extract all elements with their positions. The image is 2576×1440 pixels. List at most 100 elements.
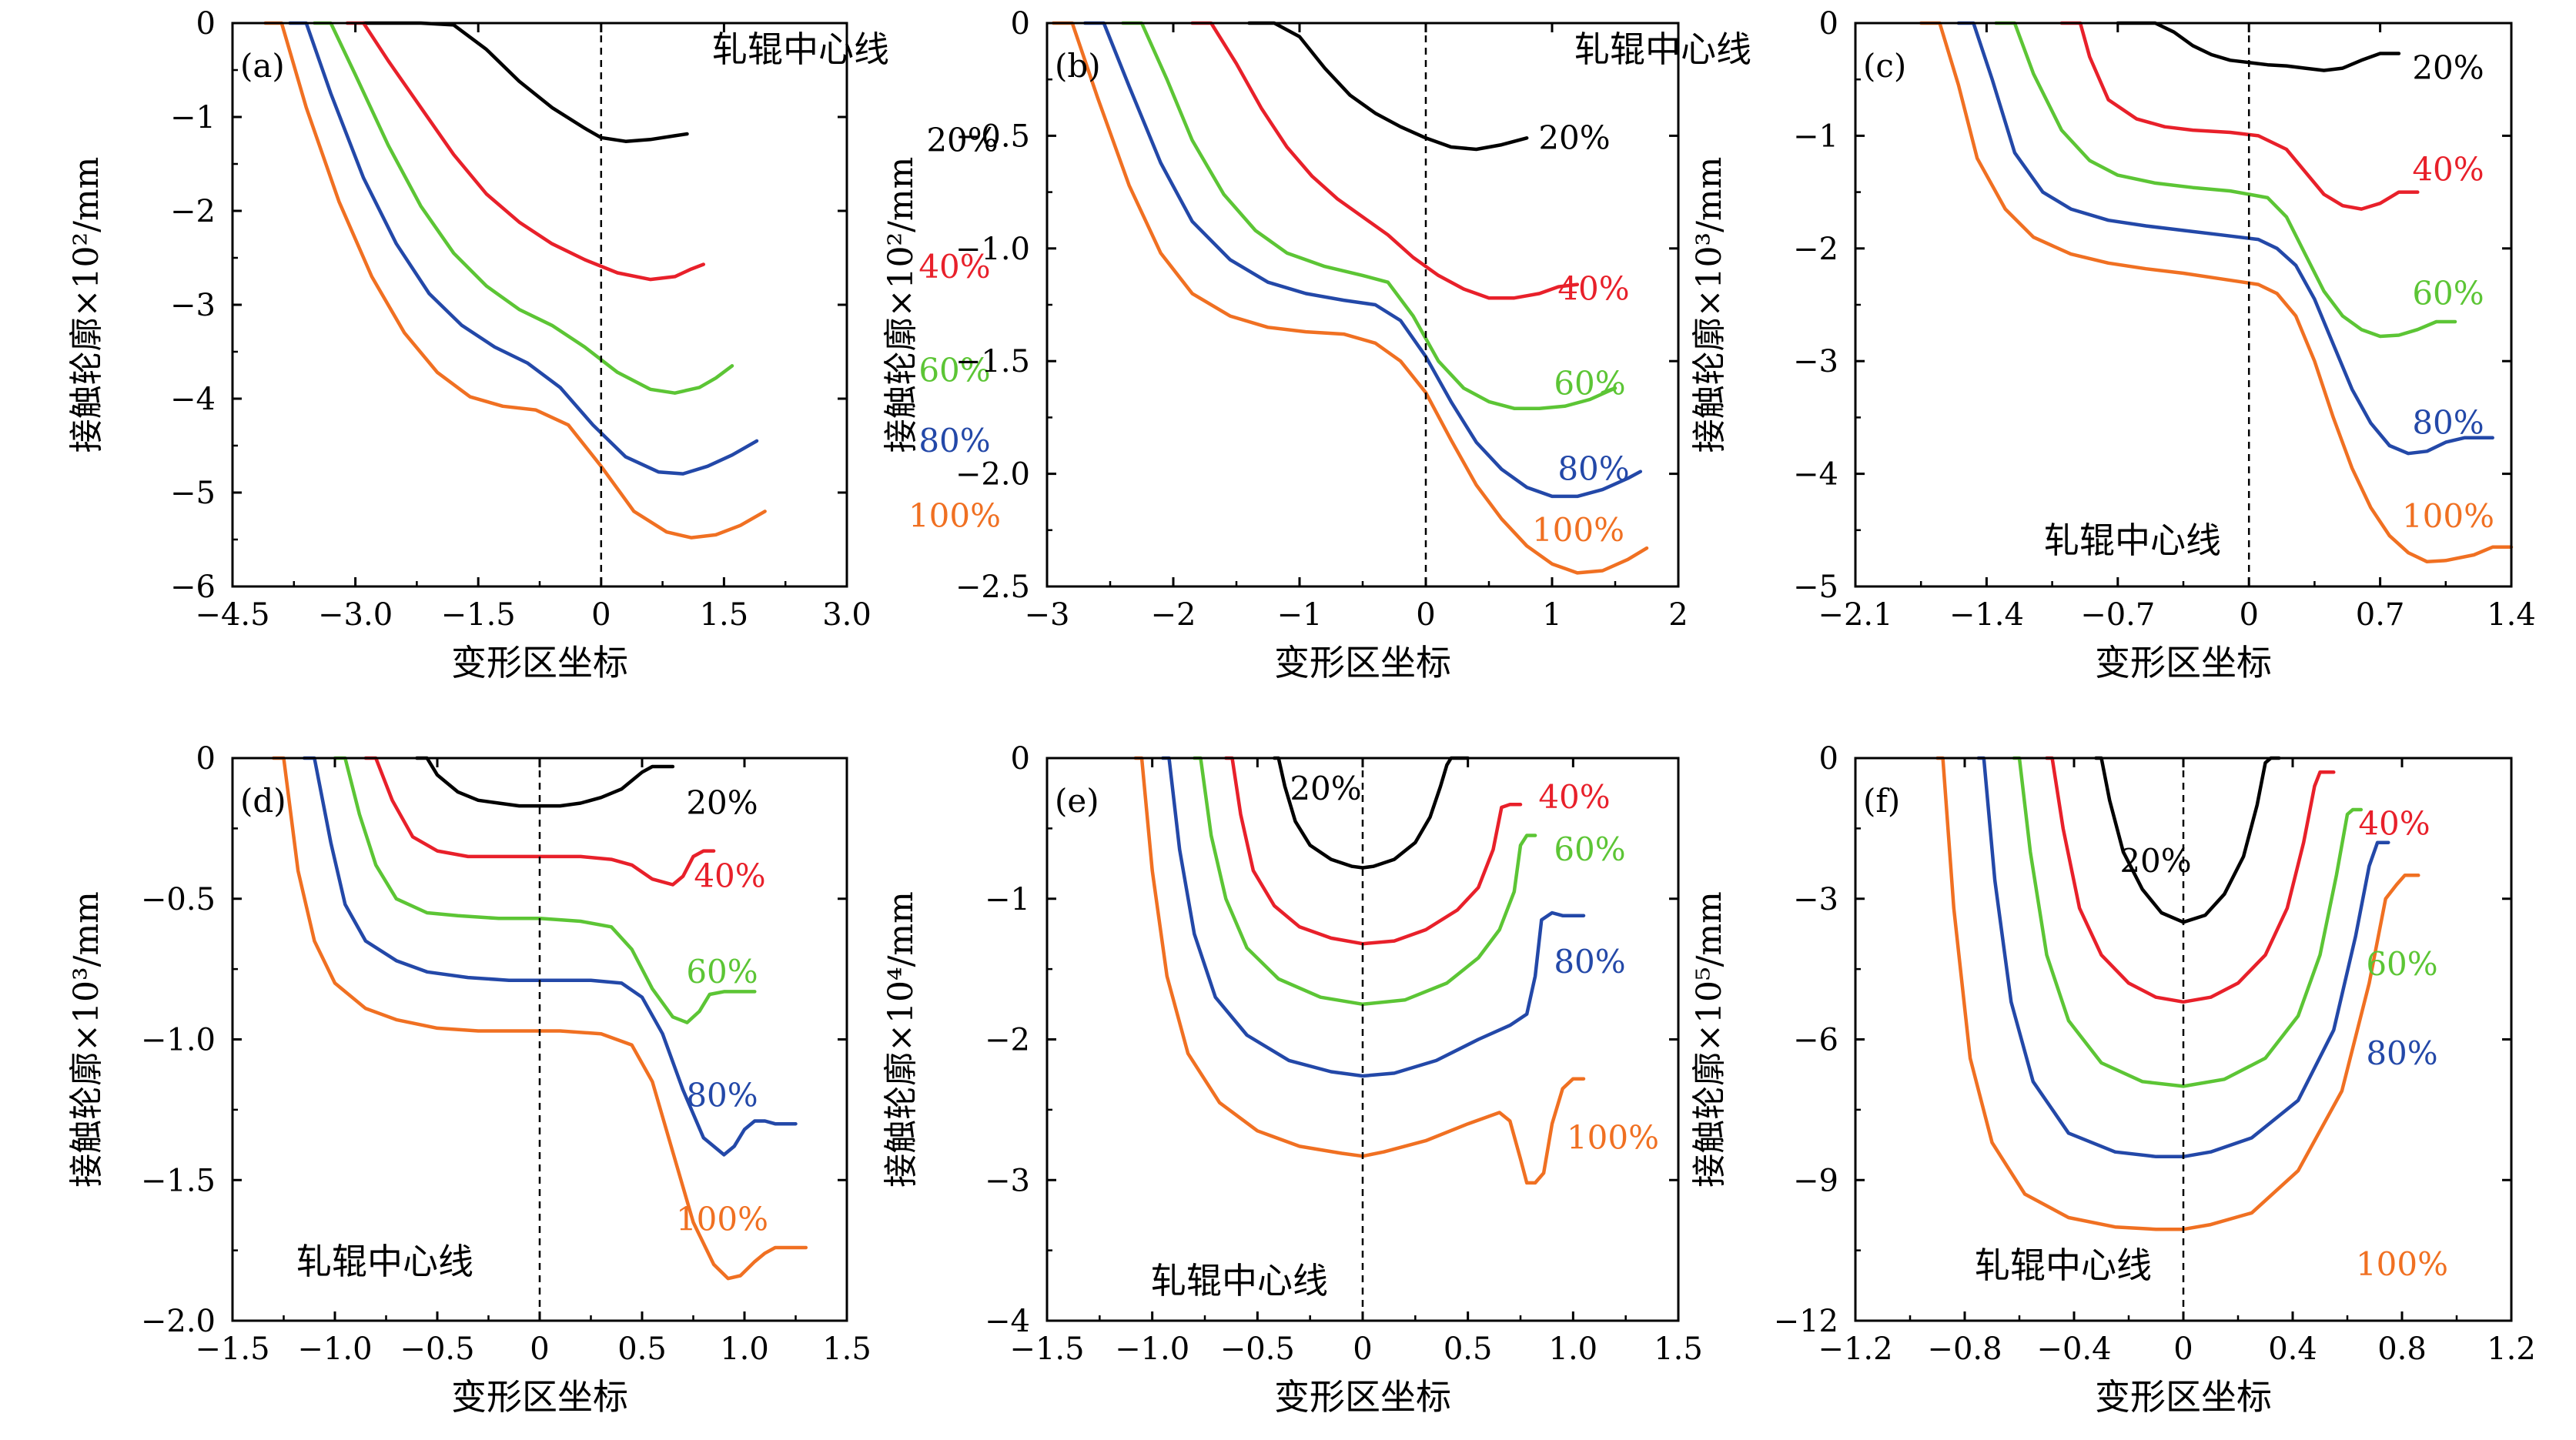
series-label-60pct: 60%: [1554, 364, 1625, 402]
x-axis-label: 变形区坐标: [2095, 1376, 2272, 1418]
y-tick-label: −2.5: [955, 570, 1030, 605]
series-label-60pct: 60%: [686, 953, 758, 991]
y-tick-label: −0.5: [141, 882, 216, 917]
x-tick-label: 0: [1416, 597, 1435, 633]
x-tick-label: 0: [2173, 1331, 2193, 1367]
x-axis-label: 变形区坐标: [1274, 1376, 1451, 1418]
series-line-20pct: [415, 756, 675, 808]
series-line-40pct: [1190, 21, 1580, 300]
x-tick-label: −2.1: [1818, 597, 1892, 633]
y-tick-label: −1.5: [141, 1163, 216, 1198]
y-axis-label: 接触轮廓×10⁴/mm: [882, 891, 921, 1188]
panel-0: −4.5 −3.0 −1.5 0 1.5 3.0 −6 −5 −4 −3 −2 −1 0 (a) 变形区坐标…: [67, 6, 1001, 683]
centerline-label: 轧辊中心线: [2044, 520, 2221, 561]
x-tick-label: −1.4: [1949, 597, 2024, 633]
series-line-60pct: [1994, 21, 2457, 339]
centerline-label: 轧辊中心线: [1574, 28, 1751, 70]
series-line-60pct: [1193, 756, 1537, 1007]
series-label-60pct: 60%: [918, 351, 990, 389]
y-tick-label: −1: [985, 882, 1030, 917]
series-label-40pct: 40%: [694, 857, 765, 895]
y-tick-label: −3: [1793, 882, 1838, 917]
series-label-40pct: 40%: [2358, 804, 2430, 842]
x-axis-label: 变形区坐标: [451, 642, 628, 683]
panel-1: −3 −2 −1 0 1 2 −2.5 −2.0 −1.5 −1.0 −0.5 0 (b) 变形区坐标 接触…: [882, 6, 1751, 683]
centerline-label: 轧辊中心线: [712, 28, 889, 70]
y-tick-label: −3: [170, 288, 216, 323]
x-tick-label: −2: [1151, 597, 1196, 633]
x-tick-label: −3.0: [318, 597, 393, 633]
series-line-80pct: [1956, 21, 2494, 456]
series-label-100pct: 100%: [676, 1200, 768, 1238]
y-tick-label: 0: [1011, 741, 1030, 777]
series-label-60pct: 60%: [2366, 945, 2437, 983]
x-tick-label: 0: [591, 597, 611, 633]
x-tick-label: −1.5: [1009, 1331, 1084, 1367]
series-line-80pct: [1976, 756, 2390, 1159]
x-tick-label: 2: [1668, 597, 1688, 633]
y-tick-label: −2: [1793, 232, 1838, 267]
y-tick-label: −2: [985, 1023, 1030, 1058]
x-tick-label: 1.0: [720, 1331, 769, 1367]
panel-label: (c): [1863, 47, 1906, 85]
series-line-20pct: [1272, 756, 1470, 870]
series-line-40pct: [363, 756, 716, 887]
series-label-80pct: 80%: [2412, 404, 2484, 442]
x-tick-label: 3.0: [822, 597, 871, 633]
x-tick-label: 0.7: [2356, 597, 2405, 633]
y-tick-label: −1.0: [141, 1023, 216, 1058]
series-label-80pct: 80%: [686, 1077, 758, 1114]
series-label-60pct: 60%: [2412, 274, 2484, 312]
centerline-label: 轧辊中心线: [1975, 1245, 2152, 1286]
series-label-20pct: 20%: [686, 783, 758, 821]
y-axis-label: 接触轮廓×10²/mm: [67, 157, 106, 453]
x-tick-label: −0.5: [400, 1331, 474, 1367]
y-axis-label: 接触轮廓×10⁵/mm: [1690, 891, 1729, 1188]
x-tick-label: −1: [1277, 597, 1323, 633]
y-tick-label: −1: [1793, 119, 1838, 154]
panel-2: −2.1 −1.4 −0.7 0 0.7 1.4 −5 −4 −3 −2 −1 0 (c) 变形区坐标 接触…: [1690, 6, 2536, 683]
series-line-20pct: [1247, 21, 1529, 152]
series-line-60pct: [1121, 21, 1618, 410]
series-line-20pct: [2094, 756, 2281, 924]
y-axis-label: 接触轮廓×10²/mm: [882, 157, 921, 453]
panel-4: −1.5 −1.0 −0.5 0 0.5 1.0 1.5 −4 −3 −2 −1 0 (e) 变形区坐标 接…: [882, 741, 1703, 1418]
series-line-100pct: [263, 21, 767, 540]
x-tick-label: 0.4: [2268, 1331, 2317, 1367]
plot-frame: [231, 22, 848, 588]
series-label-40pct: 40%: [1538, 778, 1610, 816]
panel-label: (b): [1055, 47, 1101, 85]
series-line-80pct: [288, 21, 759, 476]
panel-label: (a): [240, 47, 285, 85]
y-tick-label: −2.0: [141, 1304, 216, 1339]
series-label-60pct: 60%: [1554, 830, 1625, 868]
y-tick-label: 0: [1819, 6, 1838, 42]
series-label-20pct: 20%: [2412, 49, 2484, 87]
series-line-20pct: [361, 21, 689, 143]
y-tick-label: −1: [170, 100, 216, 135]
y-tick-label: −0.5: [955, 119, 1030, 154]
centerline-label: 轧辊中心线: [1151, 1260, 1328, 1301]
x-tick-label: 0: [530, 1331, 549, 1367]
y-tick-label: 0: [196, 741, 216, 777]
y-tick-label: −2.0: [955, 457, 1030, 493]
series-label-100pct: 100%: [1532, 511, 1624, 549]
series-label-80pct: 80%: [1557, 450, 1629, 488]
x-tick-label: 0: [1353, 1331, 1372, 1367]
series-label-80pct: 80%: [1554, 943, 1625, 981]
series-line-100pct: [271, 756, 808, 1281]
series-line-40pct: [2059, 21, 2420, 211]
series-label-100pct: 100%: [2402, 497, 2494, 535]
x-tick-label: 0.5: [1444, 1331, 1493, 1367]
y-tick-label: −4: [170, 382, 216, 417]
x-tick-label: 1: [1542, 597, 1561, 633]
x-axis-label: 变形区坐标: [451, 1376, 628, 1418]
y-tick-label: −1.5: [955, 344, 1030, 379]
series-line-100pct: [1935, 756, 2420, 1231]
series-label-20pct: 20%: [2119, 842, 2191, 880]
x-tick-label: −1.5: [195, 1331, 269, 1367]
x-tick-label: 1.4: [2487, 597, 2536, 633]
y-tick-label: 0: [1819, 741, 1838, 777]
series-line-100pct: [1133, 756, 1586, 1185]
x-tick-label: −1.0: [1115, 1331, 1189, 1367]
